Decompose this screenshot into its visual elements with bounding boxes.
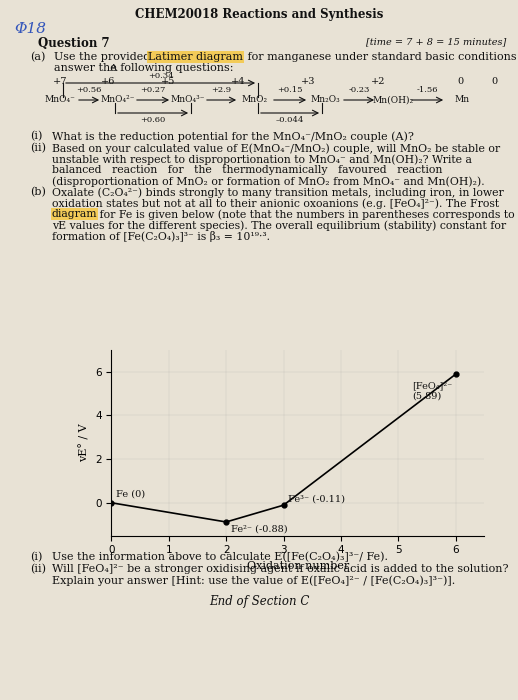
Text: -0.23: -0.23 [348, 87, 370, 94]
Text: -1.56: -1.56 [417, 87, 438, 94]
Text: MnO₄³⁻: MnO₄³⁻ [171, 95, 205, 104]
Text: CHEM20018 Reactions and Synthesis: CHEM20018 Reactions and Synthesis [135, 8, 383, 21]
Text: Use the information above to calculate E([Fe(C₂O₄)₃]³⁻/ Fe).: Use the information above to calculate E… [52, 552, 388, 562]
Text: +0.34: +0.34 [148, 72, 174, 80]
Text: (a): (a) [30, 52, 46, 62]
Text: Fe (0): Fe (0) [116, 490, 145, 499]
Text: Latimer diagram: Latimer diagram [148, 52, 243, 62]
Text: Will [FeO₄]²⁻ be a stronger oxidising agent if oxalic acid is added to the solut: Will [FeO₄]²⁻ be a stronger oxidising ag… [52, 564, 509, 574]
Text: (i): (i) [30, 552, 42, 562]
Text: Mn: Mn [454, 95, 469, 104]
Text: unstable with respect to disproportionation to MnO₄⁻ and Mn(OH)₂? Write a: unstable with respect to disproportionat… [52, 154, 472, 164]
Text: +0.27: +0.27 [140, 87, 166, 94]
Text: Mn₂O₃: Mn₂O₃ [310, 95, 340, 104]
Text: (ii): (ii) [30, 143, 46, 153]
Text: +7: +7 [53, 77, 67, 86]
Text: +4: +4 [231, 77, 245, 86]
Text: Based on your calculated value of E(MnO₄⁻/MnO₂) couple, will MnO₂ be stable or: Based on your calculated value of E(MnO₄… [52, 143, 500, 153]
Text: +0.56: +0.56 [76, 87, 102, 94]
Text: Use the provided: Use the provided [54, 52, 154, 62]
Text: answer the following questions:: answer the following questions: [54, 63, 234, 73]
Text: vE values for the different species). The overall equilibrium (stability) consta: vE values for the different species). Th… [52, 220, 506, 230]
Text: for manganese under standard basic conditions to: for manganese under standard basic condi… [244, 52, 518, 62]
Text: balanced   reaction   for   the   thermodynamically   favoured   reaction: balanced reaction for the thermodynamica… [52, 165, 442, 175]
Text: End of Section C: End of Section C [209, 595, 309, 608]
Text: formation of [Fe(C₂O₄)₃]³⁻ is β₃ = 10¹⁹·³.: formation of [Fe(C₂O₄)₃]³⁻ is β₃ = 10¹⁹·… [52, 231, 270, 242]
Text: MnO₄²⁻: MnO₄²⁻ [100, 95, 135, 104]
Text: [FeO₄]²⁻
(5.89): [FeO₄]²⁻ (5.89) [413, 381, 453, 400]
Text: oxidation states but not at all to their anionic oxoanions (e.g. [FeO₄]²⁻). The : oxidation states but not at all to their… [52, 198, 499, 209]
Text: (ii): (ii) [30, 564, 46, 574]
Text: +0.60: +0.60 [140, 116, 166, 124]
Text: +5: +5 [161, 77, 175, 86]
Text: (disproportionation of MnO₂ or formation of MnO₂ from MnO₄⁻ and Mn(OH)₂).: (disproportionation of MnO₂ or formation… [52, 176, 485, 187]
Text: Fe³⁻ (-0.11): Fe³⁻ (-0.11) [288, 494, 345, 503]
Text: What is the reduction potential for the MnO₄⁻/MnO₂ couple (A)?: What is the reduction potential for the … [52, 131, 414, 141]
Text: A: A [109, 64, 117, 73]
Text: Question 7: Question 7 [38, 37, 110, 50]
Y-axis label: vE° / V: vE° / V [79, 424, 90, 462]
Text: Oxalate (C₂O₄²⁻) binds strongly to many transition metals, including iron, in lo: Oxalate (C₂O₄²⁻) binds strongly to many … [52, 187, 503, 197]
Text: diagram: diagram [52, 209, 97, 219]
Text: 0: 0 [491, 77, 497, 86]
Text: Mn(OH)₂: Mn(OH)₂ [372, 95, 413, 104]
Text: 0: 0 [457, 77, 463, 86]
Text: +3: +3 [301, 77, 315, 86]
Text: MnO₂: MnO₂ [242, 95, 268, 104]
Text: Explain your answer [Hint: use the value of E([FeO₄]²⁻ / [Fe(C₂O₄)₃]³⁻)].: Explain your answer [Hint: use the value… [52, 575, 455, 586]
Text: +6: +6 [101, 77, 115, 86]
Text: +0.15: +0.15 [277, 87, 303, 94]
Text: for Fe is given below (note that the numbers in parentheses corresponds to the: for Fe is given below (note that the num… [96, 209, 518, 220]
Text: +2.9: +2.9 [211, 87, 232, 94]
Text: (b): (b) [30, 187, 46, 197]
Text: MnO₄⁻: MnO₄⁻ [45, 95, 76, 104]
Text: (i): (i) [30, 131, 42, 141]
Text: Fe²⁻ (-0.88): Fe²⁻ (-0.88) [231, 524, 287, 533]
Text: [time = 7 + 8 = 15 minutes]: [time = 7 + 8 = 15 minutes] [366, 37, 506, 46]
Text: Φ18: Φ18 [14, 22, 46, 36]
X-axis label: Oxidation number: Oxidation number [247, 561, 349, 570]
Text: +2: +2 [371, 77, 385, 86]
Text: –0.044: –0.044 [276, 116, 304, 124]
